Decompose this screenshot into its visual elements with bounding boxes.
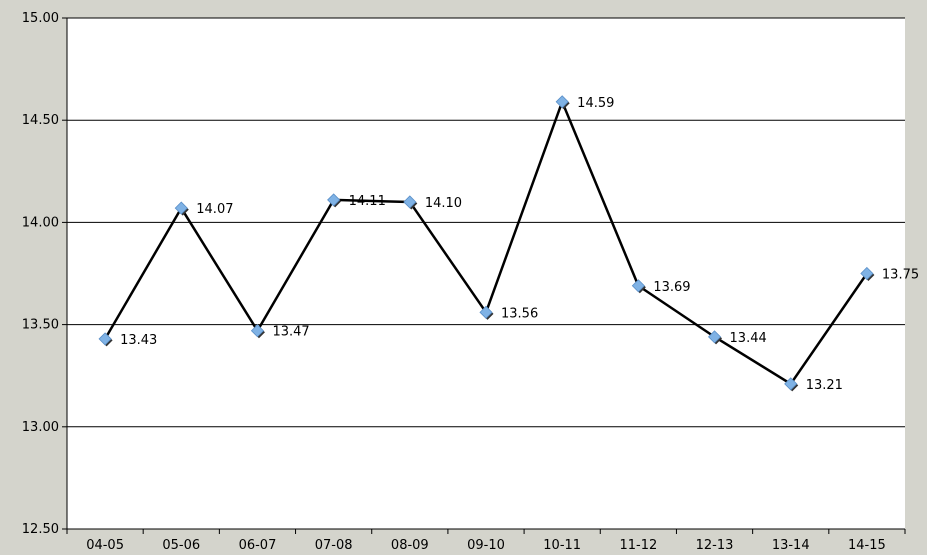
- x-tick-label: 07-08: [315, 538, 353, 553]
- y-tick-labels: 12.50 13.00 13.50 14.00 14.50 15.00: [22, 11, 59, 537]
- data-marker: [479, 305, 493, 319]
- x-tick-label: 11-12: [619, 538, 657, 553]
- axes: [62, 17, 906, 534]
- data-label: 13.47: [272, 325, 309, 340]
- y-tick-label: 13.50: [22, 318, 59, 333]
- data-label: 14.10: [425, 196, 462, 211]
- data-label: 14.07: [196, 202, 233, 217]
- data-label: 13.56: [501, 306, 538, 321]
- data-labels: 13.43 14.07 13.47 14.11 14.10 13.56 14.59 13.69…: [120, 96, 919, 393]
- y-tick-label: 15.00: [22, 11, 59, 26]
- y-tick-label: 13.00: [22, 420, 59, 435]
- x-tick-label: 12-13: [696, 538, 734, 553]
- x-tick-label: 13-14: [772, 538, 810, 553]
- data-label: 13.43: [120, 333, 157, 348]
- x-tick-label: 06-07: [239, 538, 277, 553]
- x-tick-labels: 04-05 05-06 06-07 07-08 08-09 09-10 10-11 11-12…: [86, 538, 886, 553]
- data-marker: [631, 279, 645, 293]
- data-label: 13.69: [653, 280, 690, 295]
- x-tick-label: 05-06: [162, 538, 200, 553]
- y-tick-label: 12.50: [22, 522, 59, 537]
- x-tick-label: 04-05: [86, 538, 124, 553]
- data-marker: [327, 193, 341, 207]
- data-marker: [98, 332, 112, 346]
- x-tick-label: 09-10: [467, 538, 505, 553]
- data-label: 13.21: [806, 378, 843, 393]
- x-tick-label: 14-15: [848, 538, 886, 553]
- data-label: 14.59: [577, 96, 614, 111]
- data-marker: [555, 95, 569, 109]
- data-label: 14.11: [349, 194, 386, 209]
- data-marker: [403, 195, 417, 209]
- data-markers: [98, 95, 875, 392]
- data-marker: [174, 201, 188, 215]
- data-marker: [250, 324, 265, 338]
- x-tick-label: 10-11: [543, 538, 581, 553]
- data-label: 13.75: [882, 268, 919, 283]
- x-tick-label: 08-09: [391, 538, 429, 553]
- data-label: 13.44: [730, 331, 767, 346]
- y-tick-label: 14.50: [22, 113, 59, 128]
- y-tick-label: 14.00: [22, 215, 59, 230]
- data-marker: [707, 330, 722, 344]
- data-marker: [860, 266, 874, 281]
- plot-area: [67, 18, 905, 529]
- data-marker: [784, 377, 798, 391]
